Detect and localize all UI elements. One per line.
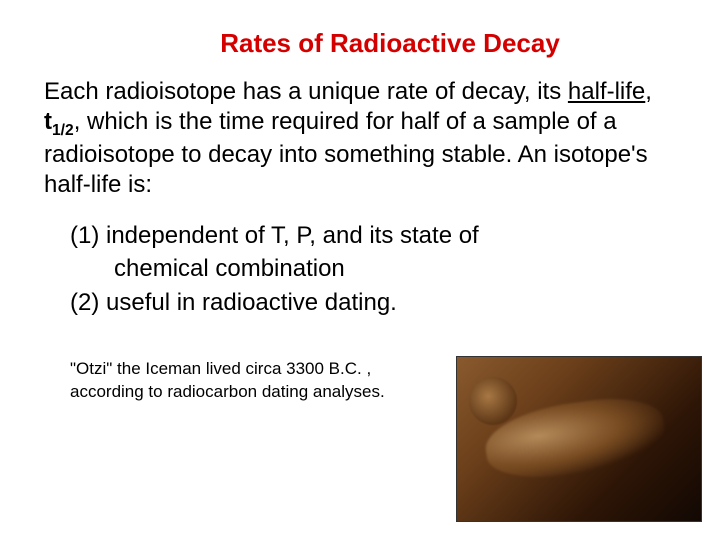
half-life-term: half-life <box>568 78 645 105</box>
intro-paragraph: Each radioisotope has a unique rate of d… <box>44 77 676 200</box>
list-item-2: (2) useful in radioactive dating. <box>70 287 676 318</box>
t-symbol: t <box>44 108 52 135</box>
slide-title: Rates of Radioactive Decay <box>44 28 676 59</box>
slide-container: Rates of Radioactive Decay Each radioiso… <box>0 0 720 540</box>
para-seg3: , which is the time required for half of… <box>44 108 648 198</box>
list-item-1a: (1) independent of T, P, and its state o… <box>70 220 676 251</box>
t-subscript: 1/2 <box>52 122 74 139</box>
otzi-photo <box>456 356 702 522</box>
list-item-1b: chemical combination <box>70 253 676 284</box>
properties-list: (1) independent of T, P, and its state o… <box>44 220 676 318</box>
photo-caption: "Otzi" the Iceman lived circa 3300 B.C. … <box>70 358 400 404</box>
para-seg2: , <box>645 78 652 105</box>
para-seg1: Each radioisotope has a unique rate of d… <box>44 78 568 105</box>
